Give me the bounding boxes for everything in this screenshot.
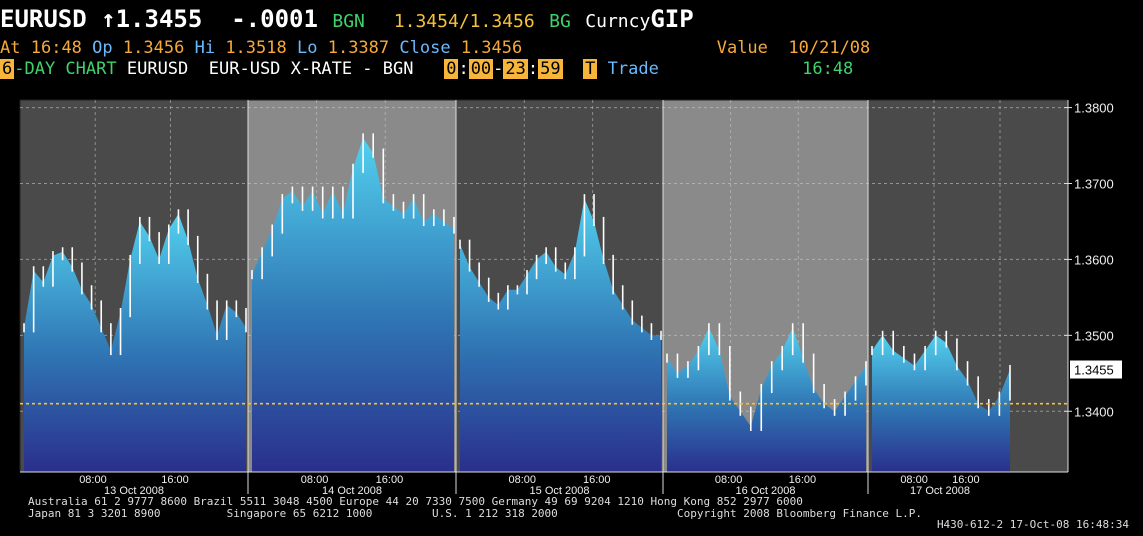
footer-stamp: H430-612-2 17-Oct-08 16:48:34 [936, 518, 1129, 532]
x-tick-label: 16:00 [789, 474, 817, 486]
chart-label: -DAY CHART [14, 59, 117, 79]
function-code[interactable]: GIP [650, 5, 694, 33]
y-tick-label: 1.3600 [1074, 252, 1114, 267]
last-price-label: 1.3455 [1074, 363, 1114, 378]
end-hour-input[interactable]: 23 [503, 59, 528, 79]
close-value: 1.3456 [460, 38, 523, 58]
header-line-2: At 16:48 Op 1.3456 Hi 1.3518 Lo 1.3387 C… [0, 40, 870, 57]
trade-type-input[interactable]: T [583, 59, 598, 79]
at-time: 16:48 [30, 38, 82, 58]
header-line-3: 6 -DAY CHART EURUSD EUR-USD X-RATE - BGN … [0, 59, 854, 79]
low-value: 1.3387 [327, 38, 390, 58]
footer: Australia 61 2 9777 8600 Brazil 5511 304… [0, 496, 1143, 531]
x-tick-label: 16:00 [952, 474, 980, 486]
source-label: BGN [332, 11, 365, 32]
op-label: Op [92, 38, 113, 58]
x-tick-label: 08:00 [715, 474, 743, 486]
pair-label: EURUSD [126, 59, 189, 79]
x-date-label: 16 Oct 2008 [736, 485, 796, 496]
last-price: 1.3455 [115, 5, 203, 33]
end-minute-input[interactable]: 59 [538, 59, 563, 79]
bg-label: BG [549, 11, 571, 32]
x-date-label: 15 Oct 2008 [530, 485, 590, 496]
x-tick-label: 16:00 [161, 474, 189, 486]
bid-ask: 1.3454/1.3456 [393, 11, 535, 32]
start-minute-input[interactable]: 00 [468, 59, 494, 79]
y-tick-label: 1.3700 [1074, 177, 1114, 192]
x-tick-label: 08:00 [508, 474, 536, 486]
ticker: EURUSD [0, 5, 87, 33]
lo-label: Lo [296, 38, 318, 58]
start-hour-input[interactable]: 0 [444, 59, 459, 79]
price-area [667, 327, 866, 472]
open-value: 1.3456 [122, 38, 185, 58]
market-sector: Curncy [585, 11, 651, 32]
price-change: -.0001 [231, 5, 318, 33]
price-area [252, 138, 454, 472]
footer-contacts-2: Japan 81 3 3201 8900 Singapore 65 6212 1… [28, 506, 923, 520]
up-arrow-icon: ↑ [101, 5, 116, 33]
pair-description: EUR-USD X-RATE - BGN [208, 59, 414, 79]
chart-areas [24, 138, 1010, 472]
value-label: Value [716, 38, 768, 58]
price-area [24, 213, 246, 472]
y-tick-label: 1.3800 [1074, 101, 1114, 116]
days-input[interactable]: 6 [0, 59, 15, 79]
at-label: At [0, 38, 21, 58]
current-time: 16:48 [802, 59, 854, 79]
y-tick-label: 1.3400 [1074, 404, 1114, 419]
x-tick-label: 16:00 [583, 474, 611, 486]
last-price-box [1070, 360, 1122, 379]
close-label: Close [399, 38, 451, 58]
x-date-label: 13 Oct 2008 [104, 485, 164, 496]
x-tick-label: 08:00 [301, 474, 329, 486]
trade-label: Trade [607, 59, 659, 79]
footer-contacts-1: Australia 61 2 9777 8600 Brazil 5511 304… [28, 495, 803, 508]
value-date: 10/21/08 [788, 38, 871, 58]
x-tick-label: 08:00 [79, 474, 107, 486]
price-chart: 1.3800 1.3700 1.3600 1.3500 1.3400 1.3455 08:… [19, 99, 1122, 496]
x-date-label: 14 Oct 2008 [322, 485, 382, 496]
x-tick-label: 08:00 [900, 474, 928, 486]
x-date-label: 17 Oct 2008 [910, 485, 970, 496]
y-tick-label: 1.3500 [1074, 328, 1114, 343]
high-value: 1.3518 [225, 38, 287, 58]
header-line-1: EURUSD ↑1.3455 -.0001 BGN 1.3454/1.3456 … [0, 7, 694, 31]
y-axis: 1.3800 1.3700 1.3600 1.3500 1.3400 1.3455 [1064, 100, 1122, 472]
hi-label: Hi [194, 38, 216, 58]
x-tick-label: 16:00 [376, 474, 404, 486]
chart-range-bars [23, 133, 1011, 432]
